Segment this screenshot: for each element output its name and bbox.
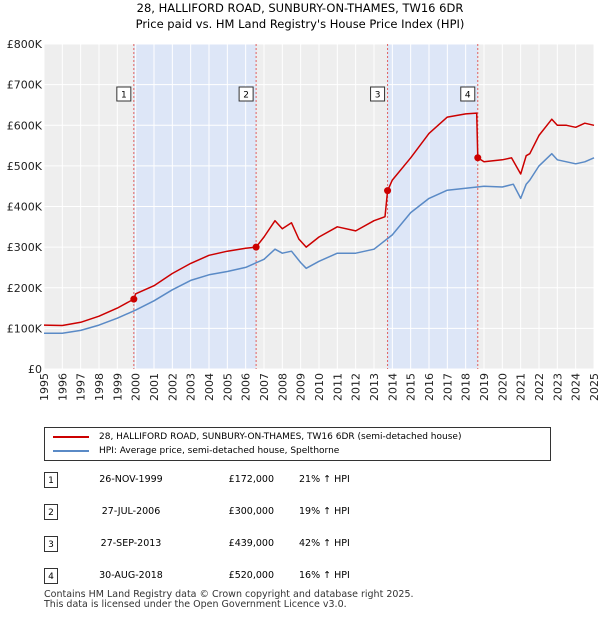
sale-date: 27-SEP-2013	[100, 538, 162, 549]
x-tick-label: 2023	[551, 373, 564, 401]
chart-title-block: 28, HALLIFORD ROAD, SUNBURY-ON-THAMES, T…	[0, 0, 600, 32]
sale-markers: 1 2 3 4	[116, 86, 476, 102]
x-tick-label: 2019	[478, 373, 491, 401]
series-lines	[43, 112, 595, 335]
y-tick-label: £700K	[7, 79, 43, 92]
x-tick-label: 1996	[56, 373, 69, 401]
grid-lines	[43, 43, 595, 370]
sale-hpi-change: 21% ↑ HPI	[299, 474, 350, 485]
x-tick-label: 2012	[350, 373, 363, 401]
sale-date: 30-AUG-2018	[99, 570, 163, 581]
y-tick-label: £500K	[7, 160, 43, 173]
sale-marker: 1	[116, 86, 132, 102]
footer-copyright: Contains HM Land Registry data © Crown c…	[44, 589, 414, 600]
sale-marker-box	[370, 86, 386, 102]
footer-licence: This data is licensed under the Open Gov…	[44, 599, 347, 610]
x-tick-label: 2004	[203, 373, 216, 401]
y-tick-label: £300K	[7, 241, 43, 254]
y-axis-ticks: £0 £100K £200K £300K £400K £500K £600K £700K £80…	[7, 38, 43, 376]
x-tick-label: 2011	[331, 373, 344, 401]
table-row: 3 27-SEP-2013 £439,000 42% ↑ HPI	[44, 536, 444, 552]
x-tick-label: 2016	[423, 373, 436, 401]
x-tick-label: 2013	[368, 373, 381, 401]
sale-point	[130, 295, 138, 303]
x-tick-label: 2002	[166, 373, 179, 401]
legend-swatch-hpi	[53, 449, 89, 452]
y-tick-label: £200K	[7, 282, 43, 295]
sale-point	[384, 187, 392, 195]
y-tick-label: £0	[28, 363, 42, 376]
sale-marker: 4	[460, 86, 476, 102]
sale-points	[130, 154, 482, 303]
sale-price: £172,000	[228, 474, 274, 485]
x-tick-label: 1997	[75, 373, 88, 401]
x-tick-label: 2020	[496, 373, 509, 401]
sale-date: 27-JUL-2006	[101, 506, 161, 517]
legend-label-hpi: HPI: Average price, semi-detached house,…	[99, 446, 340, 456]
x-tick-label: 2025	[588, 373, 600, 401]
x-tick-label: 2018	[460, 373, 473, 401]
sale-hpi-change: 19% ↑ HPI	[299, 506, 350, 517]
x-tick-label: 2005	[221, 373, 234, 401]
sale-number-badge: 3	[44, 536, 58, 552]
y-tick-label: £400K	[7, 201, 43, 214]
legend-label-property: 28, HALLIFORD ROAD, SUNBURY-ON-THAMES, T…	[99, 432, 462, 442]
x-tick-label: 2021	[515, 373, 528, 401]
x-tick-label: 1998	[93, 373, 106, 401]
x-tick-label: 2008	[276, 373, 289, 401]
x-tick-label: 2010	[313, 373, 326, 401]
sale-price: £439,000	[228, 538, 274, 549]
y-tick-label: £600K	[7, 119, 43, 132]
sale-marker-label: 4	[465, 91, 471, 101]
table-row: 2 27-JUL-2006 £300,000 19% ↑ HPI	[44, 504, 444, 520]
sale-marker-label: 2	[243, 91, 249, 101]
legend-swatch-property	[53, 435, 89, 438]
x-tick-label: 2000	[130, 373, 143, 401]
sale-date: 26-NOV-1999	[99, 474, 163, 485]
y-tick-label: £800K	[7, 38, 43, 51]
legend-item-hpi: HPI: Average price, semi-detached house,…	[53, 444, 339, 458]
x-tick-label: 2017	[441, 373, 454, 401]
property-price-line	[43, 112, 595, 327]
sale-marker-box	[460, 86, 476, 102]
x-tick-label: 2015	[405, 373, 418, 401]
hpi-line	[44, 152, 595, 335]
sale-price: £300,000	[228, 506, 274, 517]
x-tick-label: 2006	[240, 373, 253, 401]
x-axis-ticks: 1995 1996 1997 1998 1999 2000 2001 2002 2003 2004…	[38, 373, 600, 401]
x-tick-label: 2022	[533, 373, 546, 401]
table-row: 4 30-AUG-2018 £520,000 16% ↑ HPI	[44, 568, 444, 584]
y-tick-label: £100K	[7, 322, 43, 335]
legend: 28, HALLIFORD ROAD, SUNBURY-ON-THAMES, T…	[44, 427, 551, 461]
x-tick-label: 2014	[386, 373, 399, 401]
x-tick-label: 1995	[38, 373, 51, 401]
table-row: 1 26-NOV-1999 £172,000 21% ↑ HPI	[44, 472, 444, 488]
sale-hpi-change: 16% ↑ HPI	[299, 570, 350, 581]
sale-marker-box	[116, 86, 132, 102]
sale-price: £520,000	[228, 570, 274, 581]
footer: Contains HM Land Registry data © Crown c…	[44, 590, 414, 610]
x-tick-label: 2007	[258, 373, 271, 401]
x-tick-label: 2003	[185, 373, 198, 401]
x-tick-label: 2001	[148, 373, 161, 401]
sale-hpi-change: 42% ↑ HPI	[299, 538, 350, 549]
legend-item-property: 28, HALLIFORD ROAD, SUNBURY-ON-THAMES, T…	[53, 430, 461, 444]
price-chart: 1 2 3 4 £0 £100K £200K £300K £400K £500K £600K £70…	[7, 38, 600, 401]
x-tick-label: 2009	[295, 373, 308, 401]
sale-marker-box	[238, 86, 254, 102]
sale-marker: 2	[238, 86, 254, 102]
sale-marker-label: 3	[375, 91, 381, 101]
x-tick-label: 1999	[111, 373, 124, 401]
chart-subtitle: Price paid vs. HM Land Registry's House …	[135, 17, 465, 31]
sale-number-badge: 1	[44, 472, 58, 488]
sale-number-badge: 4	[44, 568, 58, 584]
sale-marker-label: 1	[121, 91, 127, 101]
sale-number-badge: 2	[44, 504, 58, 520]
sale-point	[252, 243, 260, 251]
sale-marker: 3	[370, 86, 386, 102]
x-tick-label: 2024	[570, 373, 583, 401]
sale-point	[474, 154, 482, 162]
chart-title: 28, HALLIFORD ROAD, SUNBURY-ON-THAMES, T…	[136, 1, 464, 15]
